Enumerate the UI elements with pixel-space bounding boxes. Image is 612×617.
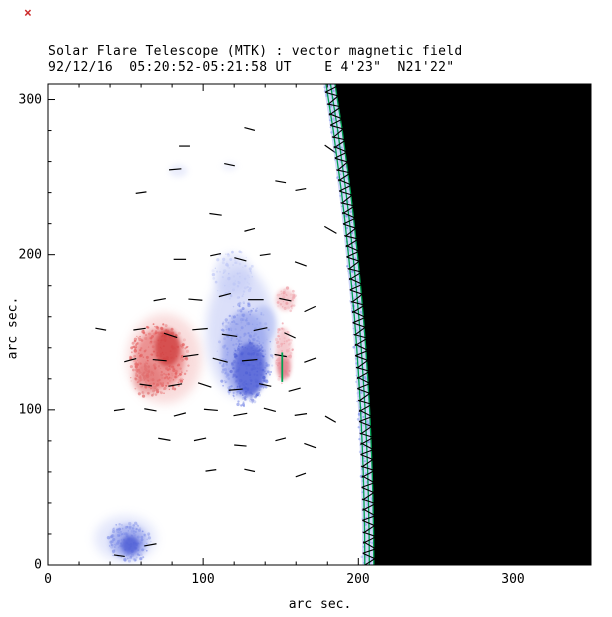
x-tick-label-200: 200 (346, 572, 370, 587)
y-tick-label-200: 200 (18, 247, 42, 263)
red-x-artifact: × (24, 6, 32, 21)
x-tick-label-0: 0 (44, 572, 52, 587)
figure-title: Solar Flare Telescope (MTK) : vector mag… (48, 44, 463, 59)
x-tick-label-300: 300 (501, 572, 525, 587)
y-tick-label-100: 100 (18, 402, 42, 418)
figure-subtitle: 92/12/16 05:20:52-05:21:58 UT E 4'23" N2… (48, 60, 455, 75)
y-tick-label-0: 0 (34, 557, 42, 573)
x-tick-label-100: 100 (191, 572, 215, 587)
x-axis-label: arc sec. (288, 597, 352, 612)
y-axis-label: arc sec. (5, 296, 21, 360)
y-tick-label-300: 300 (18, 92, 42, 108)
